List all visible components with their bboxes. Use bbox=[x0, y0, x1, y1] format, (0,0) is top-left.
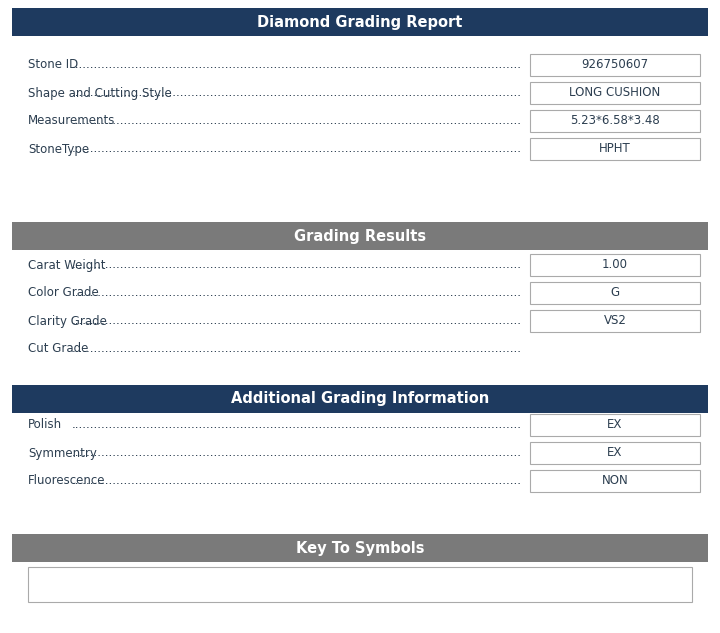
Bar bbox=[530, 414, 700, 436]
Text: EX: EX bbox=[607, 418, 623, 432]
Bar bbox=[530, 254, 700, 276]
Text: ................................................................................: ........................................… bbox=[72, 287, 522, 299]
Bar bbox=[12, 8, 708, 36]
Text: HPHT: HPHT bbox=[599, 142, 631, 156]
Text: Diamond Grading Report: Diamond Grading Report bbox=[257, 15, 463, 30]
Bar bbox=[530, 470, 700, 492]
Text: LONG CUSHION: LONG CUSHION bbox=[570, 87, 661, 99]
Text: Stone ID: Stone ID bbox=[28, 58, 78, 72]
Text: ................................................................................: ........................................… bbox=[72, 342, 522, 356]
Bar bbox=[28, 567, 692, 602]
Text: VS2: VS2 bbox=[603, 315, 626, 327]
Bar bbox=[530, 82, 700, 104]
Bar bbox=[530, 138, 700, 160]
Text: Fluorescence: Fluorescence bbox=[28, 475, 106, 487]
Text: EX: EX bbox=[607, 446, 623, 460]
Text: Symmentry: Symmentry bbox=[28, 446, 97, 460]
Text: ................................................................................: ........................................… bbox=[72, 446, 522, 460]
Text: Clarity Grade: Clarity Grade bbox=[28, 315, 107, 327]
Text: Additional Grading Information: Additional Grading Information bbox=[231, 391, 489, 406]
Text: Measurements: Measurements bbox=[28, 115, 115, 127]
Text: Carat Weight: Carat Weight bbox=[28, 258, 106, 272]
Text: ................................................................................: ........................................… bbox=[72, 87, 522, 99]
Text: ................................................................................: ........................................… bbox=[72, 58, 522, 72]
Text: Grading Results: Grading Results bbox=[294, 229, 426, 244]
Text: ................................................................................: ........................................… bbox=[72, 258, 522, 272]
Text: ................................................................................: ........................................… bbox=[72, 115, 522, 127]
Bar bbox=[530, 282, 700, 304]
Text: Color Grade: Color Grade bbox=[28, 287, 99, 299]
Text: Shape and Cutting Style: Shape and Cutting Style bbox=[28, 87, 172, 99]
Bar bbox=[530, 110, 700, 132]
Text: G: G bbox=[611, 287, 620, 299]
Bar bbox=[530, 310, 700, 332]
Text: ................................................................................: ........................................… bbox=[72, 418, 522, 432]
Bar bbox=[530, 442, 700, 464]
Bar bbox=[12, 534, 708, 562]
Text: ................................................................................: ........................................… bbox=[72, 315, 522, 327]
Text: Cut Grade: Cut Grade bbox=[28, 342, 89, 356]
Text: Key To Symbols: Key To Symbols bbox=[296, 541, 424, 556]
Text: 5.23*6.58*3.48: 5.23*6.58*3.48 bbox=[570, 115, 660, 127]
Text: 926750607: 926750607 bbox=[582, 58, 649, 72]
Bar bbox=[12, 385, 708, 413]
Text: ................................................................................: ........................................… bbox=[72, 142, 522, 156]
Text: NON: NON bbox=[602, 475, 629, 487]
Text: StoneType: StoneType bbox=[28, 142, 89, 156]
Text: ................................................................................: ........................................… bbox=[72, 475, 522, 487]
Bar bbox=[12, 222, 708, 250]
Text: 1.00: 1.00 bbox=[602, 258, 628, 272]
Bar bbox=[530, 54, 700, 76]
Text: Polish: Polish bbox=[28, 418, 62, 432]
